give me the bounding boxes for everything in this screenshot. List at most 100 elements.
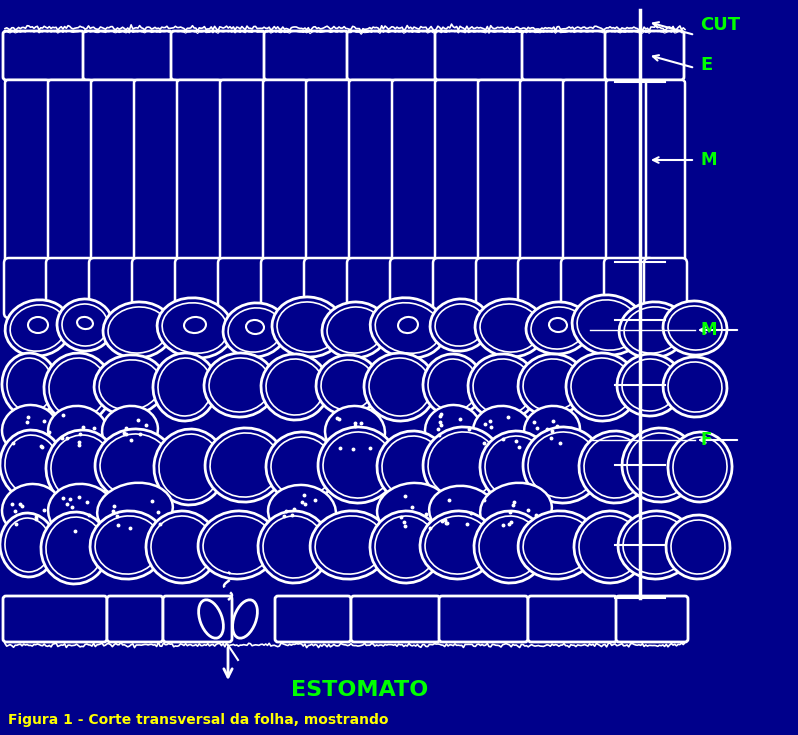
Ellipse shape [549, 318, 567, 332]
Ellipse shape [619, 302, 687, 358]
FancyBboxPatch shape [3, 596, 107, 642]
FancyBboxPatch shape [175, 258, 223, 318]
Ellipse shape [531, 307, 585, 349]
FancyBboxPatch shape [304, 258, 352, 318]
Ellipse shape [10, 305, 66, 351]
FancyBboxPatch shape [91, 80, 135, 264]
FancyBboxPatch shape [5, 80, 49, 264]
Ellipse shape [223, 303, 287, 357]
Ellipse shape [44, 353, 112, 423]
Ellipse shape [480, 483, 552, 537]
Ellipse shape [246, 320, 264, 334]
FancyBboxPatch shape [606, 80, 650, 264]
Ellipse shape [184, 317, 206, 333]
Ellipse shape [199, 600, 223, 638]
FancyBboxPatch shape [528, 596, 617, 642]
FancyBboxPatch shape [351, 596, 440, 642]
FancyBboxPatch shape [518, 258, 566, 318]
Ellipse shape [0, 513, 56, 577]
Ellipse shape [370, 511, 442, 583]
FancyBboxPatch shape [261, 258, 309, 318]
Ellipse shape [268, 485, 336, 539]
Ellipse shape [523, 516, 593, 574]
FancyBboxPatch shape [347, 31, 436, 80]
Ellipse shape [375, 303, 440, 354]
Ellipse shape [369, 358, 431, 416]
Ellipse shape [566, 353, 638, 421]
Ellipse shape [272, 297, 344, 357]
Ellipse shape [153, 353, 217, 421]
FancyBboxPatch shape [349, 80, 393, 264]
Ellipse shape [41, 512, 109, 584]
Ellipse shape [266, 432, 338, 502]
Ellipse shape [518, 511, 598, 579]
Ellipse shape [2, 484, 62, 536]
Ellipse shape [673, 437, 727, 497]
FancyBboxPatch shape [520, 80, 564, 264]
Ellipse shape [572, 295, 644, 355]
Ellipse shape [49, 358, 107, 418]
Ellipse shape [429, 486, 497, 538]
Ellipse shape [95, 429, 175, 501]
FancyBboxPatch shape [263, 80, 307, 264]
FancyBboxPatch shape [46, 258, 94, 318]
Ellipse shape [377, 483, 449, 537]
Ellipse shape [574, 511, 646, 583]
FancyBboxPatch shape [435, 80, 479, 264]
FancyBboxPatch shape [107, 596, 163, 642]
Ellipse shape [430, 299, 490, 351]
Ellipse shape [622, 359, 678, 411]
FancyBboxPatch shape [134, 80, 178, 264]
Ellipse shape [48, 484, 116, 540]
Ellipse shape [322, 302, 388, 358]
FancyBboxPatch shape [522, 31, 606, 80]
FancyBboxPatch shape [605, 31, 684, 80]
FancyBboxPatch shape [604, 258, 654, 318]
Ellipse shape [327, 307, 383, 353]
FancyBboxPatch shape [563, 80, 607, 264]
Ellipse shape [425, 516, 491, 574]
Text: ESTOMATO: ESTOMATO [291, 680, 429, 700]
Text: M: M [700, 151, 717, 169]
Ellipse shape [375, 516, 437, 578]
Ellipse shape [203, 516, 273, 574]
Ellipse shape [159, 434, 221, 500]
Ellipse shape [46, 517, 104, 579]
FancyBboxPatch shape [83, 31, 172, 80]
Text: M: M [700, 321, 717, 339]
Ellipse shape [377, 431, 449, 503]
Ellipse shape [468, 354, 538, 420]
Ellipse shape [261, 354, 329, 420]
Ellipse shape [108, 307, 168, 353]
Ellipse shape [579, 516, 641, 578]
FancyBboxPatch shape [646, 80, 685, 264]
Ellipse shape [663, 301, 727, 355]
FancyBboxPatch shape [275, 596, 351, 642]
Text: F: F [700, 431, 711, 449]
Ellipse shape [28, 317, 48, 333]
Ellipse shape [77, 317, 93, 329]
FancyBboxPatch shape [433, 258, 481, 318]
FancyBboxPatch shape [264, 31, 348, 80]
Ellipse shape [157, 298, 233, 358]
Ellipse shape [370, 298, 446, 358]
Ellipse shape [277, 302, 339, 352]
Ellipse shape [228, 308, 282, 352]
Text: Figura 1 - Corte transversal da folha, mostrando: Figura 1 - Corte transversal da folha, m… [8, 713, 389, 727]
Ellipse shape [51, 435, 113, 501]
Ellipse shape [518, 354, 586, 416]
Ellipse shape [473, 359, 533, 415]
Ellipse shape [475, 299, 545, 357]
FancyBboxPatch shape [4, 258, 50, 318]
Ellipse shape [480, 431, 552, 503]
FancyBboxPatch shape [306, 80, 350, 264]
Ellipse shape [524, 406, 580, 454]
FancyBboxPatch shape [390, 258, 438, 318]
Ellipse shape [198, 511, 278, 579]
Ellipse shape [420, 511, 496, 579]
Ellipse shape [316, 355, 380, 415]
Ellipse shape [523, 427, 603, 503]
Ellipse shape [423, 427, 503, 503]
Ellipse shape [7, 358, 53, 412]
FancyBboxPatch shape [89, 258, 137, 318]
